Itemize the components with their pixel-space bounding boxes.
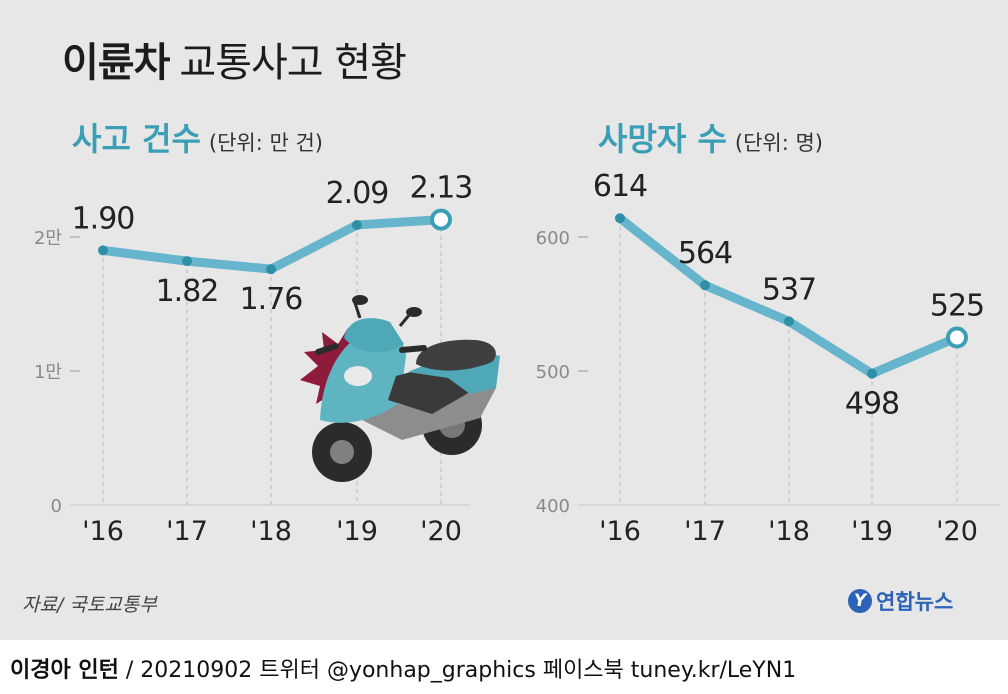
credit-text: / 20210902 트위터 @yonhap_graphics 페이스북 tun… bbox=[118, 658, 797, 683]
accidents-data-label: 2.09 bbox=[326, 176, 389, 211]
source-note: 자료/ 국토교통부 bbox=[22, 594, 157, 616]
accidents-category-label: '16 bbox=[82, 516, 124, 547]
deaths-category-label: '19 bbox=[851, 516, 893, 547]
accidents-ytick-label: 0 bbox=[51, 496, 62, 517]
accidents-series-line bbox=[98, 215, 446, 274]
deaths-data-label: 537 bbox=[762, 272, 816, 307]
deaths-ytick-label: 600 bbox=[536, 228, 570, 249]
deaths-category-label: '16 bbox=[599, 516, 641, 547]
accidents-ytick-label: 1만 bbox=[34, 362, 62, 383]
accidents-unit: (단위: 만 건) bbox=[208, 131, 323, 155]
yonhap-logo: Y 연합뉴스 bbox=[848, 586, 953, 616]
accidents-category-label: '18 bbox=[250, 516, 292, 547]
accidents-point-last bbox=[430, 208, 452, 231]
headlight bbox=[344, 366, 372, 386]
title-rest: 교통사고 현황 bbox=[179, 40, 407, 86]
deaths-chart: 400 500 600 614 564 537 498 525 '16 '17 '18 '19 '20 bbox=[536, 169, 1000, 547]
accidents-category-label: '17 bbox=[166, 516, 208, 547]
logo-mark-icon: Y bbox=[848, 589, 872, 613]
deaths-point bbox=[700, 280, 710, 291]
scooter-seat bbox=[416, 339, 496, 371]
deaths-category-label: '20 bbox=[936, 516, 978, 547]
deaths-category-label: '18 bbox=[768, 516, 810, 547]
deaths-ytick-label: 500 bbox=[536, 362, 570, 383]
scooter-illustration bbox=[300, 295, 500, 482]
deaths-data-label: 525 bbox=[930, 289, 984, 324]
accidents-category-label: '20 bbox=[420, 516, 462, 547]
deaths-data-label: 564 bbox=[678, 236, 732, 271]
deaths-ytick-label: 400 bbox=[536, 496, 570, 517]
page-title: 이륜차 교통사고 현황 bbox=[62, 30, 407, 88]
author: 이경아 인턴 bbox=[10, 658, 119, 683]
title-bold: 이륜차 bbox=[62, 40, 170, 86]
deaths-point bbox=[867, 368, 877, 379]
infographic: 0 1만 2만 1.90 1.82 1.76 2.09 2.13 '16 '17 '18 '19 '20… bbox=[0, 0, 1008, 640]
deaths-point bbox=[615, 213, 625, 224]
chart-canvas: 0 1만 2만 1.90 1.82 1.76 2.09 2.13 '16 '17 '18 '19 '20… bbox=[34, 169, 1000, 547]
accidents-data-label: 1.76 bbox=[240, 282, 303, 317]
accidents-chart: 0 1만 2만 1.90 1.82 1.76 2.09 2.13 '16 '17 '18 '19 '20 bbox=[34, 171, 473, 547]
accidents-category-label: '19 bbox=[336, 516, 378, 547]
scooter-chassis bbox=[362, 388, 496, 440]
deaths-data-label: 498 bbox=[845, 387, 899, 422]
deaths-category-label: '17 bbox=[684, 516, 726, 547]
scooter-headset bbox=[344, 318, 404, 353]
accidents-point bbox=[266, 264, 276, 275]
accidents-data-label: 1.82 bbox=[156, 274, 219, 309]
deaths-unit: (단위: 명) bbox=[734, 131, 824, 155]
accidents-ytick-label: 2만 bbox=[34, 228, 62, 249]
deaths-chart-title: 사망자 수 (단위: 명) bbox=[598, 114, 823, 160]
deaths-data-label: 614 bbox=[593, 169, 647, 204]
credit-line: 이경아 인턴 / 20210902 트위터 @yonhap_graphics 페… bbox=[10, 652, 796, 684]
accidents-data-label: 2.13 bbox=[410, 171, 473, 206]
deaths-point bbox=[784, 316, 794, 327]
deaths-title: 사망자 수 bbox=[598, 120, 727, 158]
accidents-point bbox=[182, 256, 192, 267]
deaths-point-last bbox=[946, 326, 968, 349]
accidents-data-label: 1.90 bbox=[72, 201, 135, 236]
accidents-point bbox=[352, 219, 362, 230]
accidents-chart-title: 사고 건수 (단위: 만 건) bbox=[72, 114, 323, 160]
logo-text: 연합뉴스 bbox=[876, 590, 954, 614]
accidents-title: 사고 건수 bbox=[72, 120, 201, 158]
accidents-point bbox=[98, 245, 108, 256]
